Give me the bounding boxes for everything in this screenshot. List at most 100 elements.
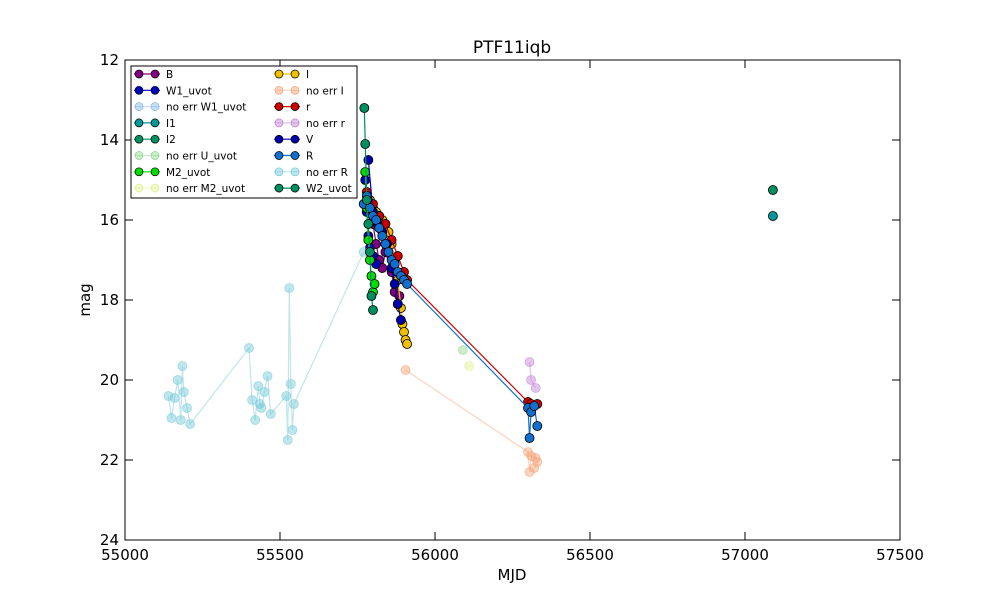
data-point bbox=[399, 327, 409, 337]
data-point bbox=[361, 195, 372, 205]
legend-box bbox=[130, 65, 358, 199]
data-point bbox=[182, 403, 192, 413]
legend-marker bbox=[274, 118, 284, 128]
legend-marker bbox=[290, 167, 300, 177]
data-point bbox=[175, 415, 186, 425]
legend-marker bbox=[134, 69, 144, 79]
y-axis-label: mag bbox=[76, 283, 94, 316]
y-tick-label: 24 bbox=[100, 531, 119, 549]
legend-item: I2 bbox=[134, 134, 176, 146]
legend-marker bbox=[134, 118, 144, 128]
data-marks bbox=[163, 103, 778, 477]
legend-marker bbox=[274, 134, 284, 144]
data-point bbox=[262, 371, 273, 381]
data-point bbox=[289, 399, 299, 409]
legend-marker bbox=[274, 102, 284, 111]
data-point bbox=[392, 299, 403, 309]
series-15 bbox=[359, 103, 378, 315]
data-point bbox=[529, 463, 540, 473]
data-point bbox=[359, 103, 370, 113]
data-point bbox=[524, 357, 535, 367]
legend-item: R bbox=[274, 151, 313, 163]
legend-marker bbox=[274, 151, 284, 160]
legend-label: no err W1_uvot bbox=[166, 102, 246, 114]
data-point bbox=[281, 391, 292, 401]
data-point bbox=[265, 409, 276, 419]
x-tick-label: 57500 bbox=[876, 546, 924, 564]
legend-marker bbox=[274, 167, 284, 177]
legend-marker bbox=[290, 151, 300, 160]
data-point bbox=[369, 279, 380, 289]
series-line bbox=[167, 251, 365, 441]
legend-marker bbox=[290, 118, 300, 128]
y-tick-label: 18 bbox=[100, 291, 119, 309]
y-tick-label: 20 bbox=[100, 371, 119, 389]
data-point bbox=[285, 379, 296, 389]
y-tick-label: 22 bbox=[100, 451, 119, 469]
legend-label: no err R bbox=[306, 167, 348, 179]
legend-marker bbox=[290, 102, 300, 111]
legend-marker bbox=[150, 167, 160, 177]
data-point bbox=[185, 419, 196, 429]
data-point bbox=[178, 387, 189, 397]
data-point bbox=[530, 383, 541, 393]
data-point bbox=[363, 235, 374, 245]
data-point bbox=[395, 315, 406, 325]
data-point bbox=[166, 413, 177, 423]
legend-item: no err U_uvot bbox=[134, 151, 237, 163]
legend-marker bbox=[274, 183, 284, 193]
data-point bbox=[768, 211, 778, 221]
series-11 bbox=[524, 357, 541, 393]
data-point bbox=[169, 393, 180, 403]
legend-marker bbox=[274, 85, 284, 95]
data-point bbox=[526, 375, 536, 385]
legend-marker bbox=[150, 69, 160, 79]
data-point bbox=[529, 401, 540, 411]
legend-label: I bbox=[306, 69, 309, 81]
legend-item: B bbox=[134, 69, 173, 81]
legend-label: no err U_uvot bbox=[166, 151, 237, 163]
data-point bbox=[360, 139, 371, 149]
x-tick-label: 56500 bbox=[566, 546, 614, 564]
data-point bbox=[259, 387, 270, 397]
legend-label: no err I bbox=[306, 85, 344, 97]
data-point bbox=[163, 391, 174, 401]
legend-marker bbox=[274, 69, 284, 79]
x-tick-label: 55500 bbox=[256, 546, 304, 564]
legend-item: I bbox=[274, 69, 309, 81]
data-point bbox=[768, 185, 778, 195]
legend-item: no err W1_uvot bbox=[134, 102, 246, 114]
legend-item: no err I bbox=[274, 85, 344, 97]
legend-item: V bbox=[274, 134, 314, 146]
data-point bbox=[282, 435, 293, 445]
legend-marker bbox=[134, 167, 144, 177]
data-point bbox=[400, 365, 411, 375]
series-14 bbox=[163, 247, 369, 445]
data-point bbox=[284, 283, 295, 293]
series-9 bbox=[400, 365, 543, 477]
series-line bbox=[528, 361, 537, 389]
legend-marker bbox=[290, 183, 300, 193]
legend-label: W1_uvot bbox=[166, 85, 212, 97]
series-13 bbox=[358, 191, 543, 443]
legend-item: no err R bbox=[274, 167, 348, 179]
legend-label: no err r bbox=[306, 118, 346, 130]
data-point bbox=[402, 339, 413, 349]
data-point bbox=[244, 343, 254, 353]
legend-marker bbox=[290, 134, 300, 144]
chart-title: PTF11iqb bbox=[473, 38, 551, 58]
data-point bbox=[250, 415, 261, 425]
axis-ticks: 55000 55500 56000 56500 57000 57500 12 14 16 18 20… bbox=[100, 51, 924, 564]
legend-item: I1 bbox=[134, 118, 176, 130]
legend-marker bbox=[150, 102, 160, 111]
legend-marker bbox=[134, 102, 144, 111]
data-point bbox=[360, 167, 371, 177]
legend-marker bbox=[134, 134, 144, 144]
data-point bbox=[389, 279, 400, 289]
legend-marker bbox=[134, 151, 144, 160]
series-4 bbox=[768, 185, 778, 195]
data-point bbox=[457, 345, 468, 355]
legend-marker bbox=[150, 134, 160, 144]
